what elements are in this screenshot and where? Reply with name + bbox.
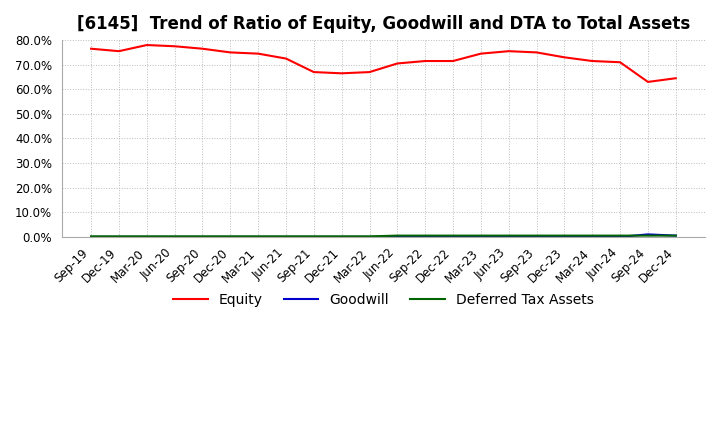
Equity [421,59,430,64]
Goodwill [560,234,569,239]
Goodwill [449,234,457,239]
Goodwill [477,234,485,239]
Deferred Tax Assets [560,233,569,238]
Equity [143,42,151,48]
Deferred Tax Assets [143,234,151,239]
Goodwill [505,234,513,239]
Goodwill [114,234,123,239]
Equity [365,70,374,75]
Equity [282,56,290,61]
Equity [171,44,179,49]
Equity [616,59,624,65]
Goodwill [143,234,151,239]
Goodwill [171,234,179,239]
Goodwill [226,234,235,239]
Deferred Tax Assets [254,234,263,239]
Goodwill [282,234,290,239]
Deferred Tax Assets [532,233,541,238]
Equity [644,79,652,84]
Equity [226,50,235,55]
Line: Deferred Tax Assets: Deferred Tax Assets [91,235,676,236]
Line: Equity: Equity [91,45,676,82]
Deferred Tax Assets [171,234,179,239]
Equity [198,46,207,51]
Deferred Tax Assets [421,233,430,238]
Deferred Tax Assets [338,234,346,239]
Goodwill [365,234,374,239]
Goodwill [310,234,318,239]
Equity [588,59,597,64]
Deferred Tax Assets [310,234,318,239]
Goodwill [254,234,263,239]
Goodwill [644,232,652,237]
Equity [393,61,402,66]
Deferred Tax Assets [226,234,235,239]
Deferred Tax Assets [505,233,513,238]
Equity [477,51,485,56]
Goodwill [393,234,402,239]
Goodwill [198,234,207,239]
Deferred Tax Assets [616,233,624,238]
Title: [6145]  Trend of Ratio of Equity, Goodwill and DTA to Total Assets: [6145] Trend of Ratio of Equity, Goodwil… [77,15,690,33]
Goodwill [338,234,346,239]
Deferred Tax Assets [644,233,652,238]
Deferred Tax Assets [87,234,96,239]
Equity [560,55,569,60]
Goodwill [588,234,597,239]
Deferred Tax Assets [393,233,402,238]
Equity [449,59,457,64]
Deferred Tax Assets [365,234,374,239]
Goodwill [421,234,430,239]
Goodwill [616,234,624,239]
Equity [505,48,513,54]
Equity [114,48,123,54]
Equity [254,51,263,56]
Line: Goodwill: Goodwill [91,235,676,237]
Deferred Tax Assets [449,233,457,238]
Deferred Tax Assets [198,234,207,239]
Goodwill [532,234,541,239]
Goodwill [87,234,96,239]
Deferred Tax Assets [672,233,680,238]
Equity [338,71,346,76]
Goodwill [672,233,680,238]
Equity [672,76,680,81]
Deferred Tax Assets [588,233,597,238]
Deferred Tax Assets [477,233,485,238]
Equity [310,70,318,75]
Legend: Equity, Goodwill, Deferred Tax Assets: Equity, Goodwill, Deferred Tax Assets [168,287,599,312]
Deferred Tax Assets [114,234,123,239]
Equity [87,46,96,51]
Deferred Tax Assets [282,234,290,239]
Equity [532,50,541,55]
